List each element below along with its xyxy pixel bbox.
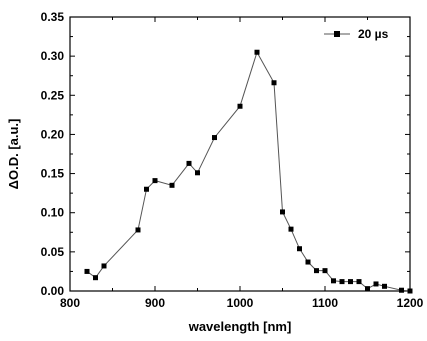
data-point [305, 259, 311, 265]
series-line [86, 50, 411, 292]
data-point [84, 268, 90, 274]
data-point [297, 246, 302, 252]
x-tick-label: 1000 [227, 296, 254, 310]
x-tick-label: 1200 [397, 296, 424, 310]
data-point [101, 263, 107, 269]
legend-label: 20 µs [358, 27, 389, 41]
y-tick-label: 0.00 [41, 284, 65, 298]
legend-marker [334, 31, 340, 37]
data-point [254, 49, 260, 55]
data-point [237, 103, 243, 109]
data-point [271, 80, 277, 86]
y-tick-label: 0.25 [41, 88, 65, 102]
y-tick-label: 0.35 [41, 10, 65, 24]
data-point [152, 178, 158, 184]
data-point [331, 278, 336, 284]
x-tick-label: 1100 [312, 296, 338, 310]
y-tick-label: 0.05 [41, 245, 65, 259]
data-point [399, 287, 404, 293]
data-point [365, 286, 370, 292]
legend: 20 µs [324, 27, 389, 41]
data-point [144, 186, 149, 192]
data-point [186, 160, 192, 166]
data-point [135, 227, 141, 233]
x-axis-label: wavelength [nm] [188, 319, 292, 334]
data-point [169, 182, 175, 188]
data-point [314, 268, 319, 274]
x-tick-label: 900 [145, 296, 165, 310]
data-point [93, 275, 98, 281]
y-tick-label: 0.20 [41, 127, 65, 141]
data-point [373, 281, 379, 287]
x-tick-label: 800 [60, 296, 80, 310]
data-point [356, 279, 362, 285]
data-point [288, 226, 294, 232]
data-point [407, 288, 413, 294]
plot-area: 800 900 1000 1100 1200 0.00 0.05 0.10 0.15 0.20 0.… [41, 10, 424, 310]
data-point [382, 283, 387, 289]
y-tick-label: 0.30 [41, 49, 65, 63]
plot-frame [69, 16, 411, 292]
data-point [280, 209, 285, 215]
data-point [339, 279, 345, 285]
data-point [212, 135, 217, 141]
y-tick-label: 0.15 [41, 167, 65, 181]
y-axis-label: ΔO.D. [a.u.] [6, 119, 21, 190]
data-point [348, 279, 353, 285]
y-tick-label: 0.10 [41, 206, 65, 220]
data-point [195, 170, 200, 176]
data-point [322, 268, 328, 274]
